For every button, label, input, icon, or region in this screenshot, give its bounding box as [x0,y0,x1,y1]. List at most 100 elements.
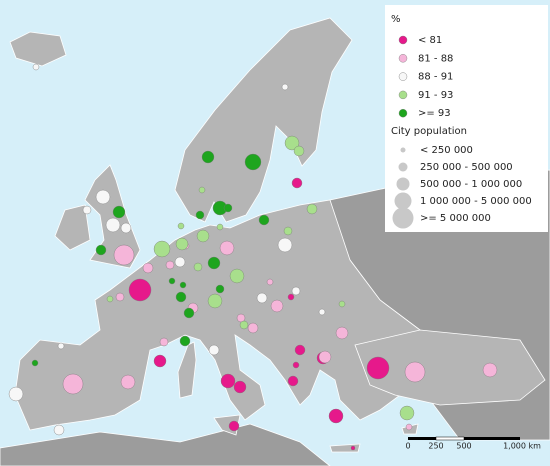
city [128,278,152,302]
city [195,210,205,220]
legend-size-label: 1 000 000 - 5 000 000 [420,196,532,207]
legend-label: >= 93 [418,108,451,119]
continent [14,199,431,431]
ireland [54,204,91,251]
city [207,256,221,270]
city [294,344,306,356]
city [193,262,203,272]
city [174,256,186,268]
city [112,205,126,219]
legend-label: 81 - 88 [418,53,453,64]
city [239,320,249,330]
city [62,373,84,395]
city [216,223,224,231]
scale-label: 0 [405,442,410,451]
legend-swatch [398,90,408,100]
city [350,445,356,451]
city [223,203,233,213]
city [283,226,293,236]
legend-swatch [398,54,408,63]
legend-size-swatch [400,147,406,153]
city [53,424,65,436]
city [328,408,344,424]
city [196,229,210,243]
city [106,295,114,303]
scandinavia [174,17,353,223]
scale-label: 250 [428,442,443,451]
city [236,313,246,323]
city [115,292,125,302]
legend: < 81 81 - 88 88 - 91 91 - 93 >= 93 < 250 000 2… [392,35,532,229]
city [175,237,189,251]
city [292,361,300,369]
city [215,284,225,294]
city [335,326,349,340]
scale-segment [464,437,520,440]
legend-size-swatch [392,207,414,229]
city [229,268,245,284]
scale-label: 500 [456,442,471,451]
city [95,189,111,205]
city [179,335,191,347]
city [153,240,171,258]
city [270,299,284,313]
city [291,286,301,296]
legend-size-label: < 250 000 [420,145,473,156]
legend-title: % [391,14,401,25]
city [318,350,332,364]
city [201,150,215,164]
city [258,214,270,226]
city [175,291,187,303]
city [165,260,175,270]
city [247,322,259,334]
legend-label: < 81 [418,35,442,46]
legend-label: 88 - 91 [418,72,453,83]
city [219,240,235,256]
legend-size-swatch [394,192,412,210]
city [338,300,346,308]
scale-label: 1,000 km [503,442,541,451]
turkey [354,329,546,406]
legend-swatch [398,108,408,118]
city [198,186,206,194]
city [177,222,185,230]
city [405,423,413,431]
city [482,362,498,378]
city [287,375,299,387]
city [291,177,303,189]
city [179,281,187,289]
city [244,153,262,171]
city [287,293,295,301]
city [168,277,176,285]
city [281,83,289,91]
city [318,308,326,316]
city [277,237,293,253]
city [228,420,240,432]
city [57,342,65,350]
city [233,380,247,394]
city [113,244,135,266]
iceland [9,31,67,67]
cities [8,63,498,451]
city [153,354,167,368]
city [82,205,92,215]
city [306,203,318,215]
city [256,292,268,304]
legend-size-title: City population [391,126,467,137]
city [404,361,426,383]
legend-swatch [398,35,408,45]
city [284,135,300,151]
legend-size-label: >= 5 000 000 [420,213,491,224]
legend-size-swatch [396,177,410,191]
city [120,222,132,234]
city [266,278,274,286]
city [8,386,24,402]
city [120,374,136,390]
legend-size-label: 500 000 - 1 000 000 [420,179,522,190]
city [220,373,236,389]
city [207,293,223,309]
city [399,405,415,421]
city [31,359,39,367]
